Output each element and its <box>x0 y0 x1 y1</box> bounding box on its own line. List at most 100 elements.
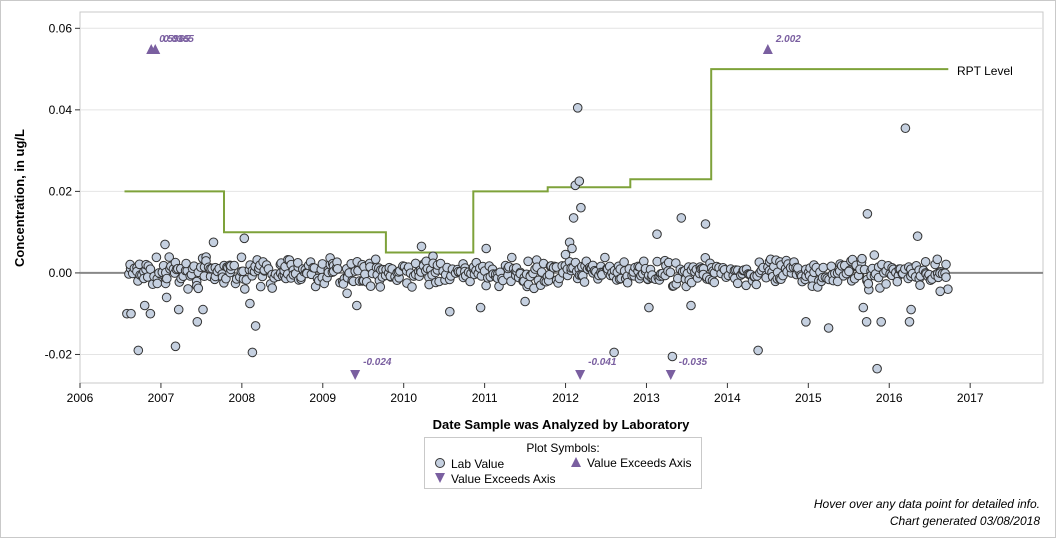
lab-value-point[interactable] <box>236 252 247 263</box>
lab-value-point[interactable] <box>342 288 352 299</box>
exceeds-axis-up-marker[interactable] <box>762 44 773 54</box>
legend-title: Plot Symbols: <box>526 441 600 455</box>
lab-value-point[interactable] <box>574 176 585 186</box>
lab-value-point[interactable] <box>229 260 239 271</box>
lab-value-point[interactable] <box>560 249 571 260</box>
lab-value-point[interactable] <box>709 277 720 288</box>
exceeds-axis-down-marker[interactable] <box>665 370 676 380</box>
lab-value-point[interactable] <box>823 323 834 333</box>
lab-value-point[interactable] <box>751 279 762 290</box>
lab-value-point[interactable] <box>183 284 193 294</box>
lab-value-point[interactable] <box>912 231 923 241</box>
lab-value-point[interactable] <box>900 123 911 133</box>
lab-value-point[interactable] <box>861 317 872 327</box>
lab-value-point[interactable] <box>572 103 583 113</box>
lab-value-point[interactable] <box>152 278 163 289</box>
lab-value-point[interactable] <box>935 286 946 297</box>
lab-value-point[interactable] <box>507 252 517 263</box>
lab-value-point[interactable] <box>904 317 915 327</box>
lab-value-point[interactable] <box>293 258 303 268</box>
exceeds-axis-up-marker[interactable] <box>150 44 161 54</box>
lab-value-point[interactable] <box>844 266 854 277</box>
lab-value-point[interactable] <box>198 304 208 315</box>
lab-value-point[interactable] <box>892 276 903 287</box>
lab-value-point[interactable] <box>732 278 743 289</box>
lab-value-point[interactable] <box>818 262 829 273</box>
lab-value-point[interactable] <box>857 253 867 264</box>
lab-value-point[interactable] <box>162 273 172 284</box>
lab-value-point[interactable] <box>160 239 170 250</box>
lab-value-point[interactable] <box>365 281 376 292</box>
lab-value-point[interactable] <box>481 243 492 254</box>
lab-value-point[interactable] <box>133 345 144 356</box>
lab-value-point[interactable] <box>250 321 261 331</box>
lab-value-point[interactable] <box>872 363 882 374</box>
lab-value-point[interactable] <box>247 347 258 358</box>
lab-value-point[interactable] <box>332 264 343 274</box>
lab-value-point[interactable] <box>609 347 619 358</box>
lab-value-point[interactable] <box>753 345 763 356</box>
lab-value-point[interactable] <box>920 257 931 267</box>
data-points[interactable] <box>122 103 953 374</box>
lab-value-point[interactable] <box>881 279 891 289</box>
lab-value-point[interactable] <box>520 296 530 307</box>
lab-value-point[interactable] <box>862 209 873 219</box>
lab-value-point[interactable] <box>906 304 916 315</box>
lab-value-point[interactable] <box>164 252 174 262</box>
lab-value-point[interactable] <box>876 317 887 327</box>
lab-value-point[interactable] <box>579 277 590 287</box>
lab-value-point[interactable] <box>801 317 811 327</box>
lab-value-point[interactable] <box>869 250 880 260</box>
lab-value-point[interactable] <box>941 259 951 270</box>
lab-value-point[interactable] <box>700 219 711 229</box>
lab-value-point[interactable] <box>170 341 181 352</box>
lab-value-point[interactable] <box>475 302 486 313</box>
lab-value-point[interactable] <box>208 237 219 248</box>
lab-value-point[interactable] <box>665 267 676 278</box>
lab-value-point[interactable] <box>523 256 533 267</box>
lab-value-point[interactable] <box>370 254 381 265</box>
lab-value-point[interactable] <box>267 283 278 293</box>
lab-value-point[interactable] <box>192 317 203 327</box>
lab-value-point[interactable] <box>567 243 577 254</box>
lab-value-point[interactable] <box>858 302 869 313</box>
exceed-value-label: 2.002 <box>775 34 801 45</box>
lab-value-point[interactable] <box>255 281 266 292</box>
lab-value-point[interactable] <box>644 302 654 313</box>
lab-value-point[interactable] <box>151 252 162 263</box>
exceeds-axis-down-marker[interactable] <box>350 370 361 380</box>
lab-value-point[interactable] <box>676 213 687 223</box>
lab-value-point[interactable] <box>239 233 250 244</box>
lab-value-point[interactable] <box>863 278 874 289</box>
lab-value-point[interactable] <box>622 277 633 288</box>
lab-value-point[interactable] <box>741 280 751 291</box>
lab-value-point[interactable] <box>832 276 843 287</box>
lab-value-point[interactable] <box>416 241 427 252</box>
lab-value-point[interactable] <box>245 298 255 309</box>
lab-value-point[interactable] <box>145 308 156 319</box>
lab-value-point[interactable] <box>173 304 184 315</box>
lab-value-point[interactable] <box>445 306 455 317</box>
exceeds-axis-down-marker[interactable] <box>575 370 586 380</box>
x-tick-label: 2013 <box>633 391 660 405</box>
lab-value-point[interactable] <box>352 300 362 311</box>
lab-value-point[interactable] <box>240 284 250 294</box>
lab-value-point[interactable] <box>600 252 610 263</box>
y-tick-label: 0.04 <box>49 103 73 117</box>
lab-value-point[interactable] <box>686 300 696 311</box>
lab-value-point[interactable] <box>407 282 417 292</box>
lab-value-point[interactable] <box>126 308 136 319</box>
lab-value-point[interactable] <box>932 254 943 265</box>
lab-value-point[interactable] <box>161 292 172 303</box>
lab-value-point[interactable] <box>481 280 491 291</box>
lab-value-point[interactable] <box>941 272 951 283</box>
lab-value-point[interactable] <box>576 202 586 213</box>
lab-value-point[interactable] <box>667 351 678 362</box>
lab-value-point[interactable] <box>568 213 579 223</box>
lab-value-point[interactable] <box>915 280 925 291</box>
lab-value-point[interactable] <box>652 229 662 239</box>
lab-value-point[interactable] <box>375 282 386 292</box>
lab-value-point[interactable] <box>139 300 150 311</box>
lab-value-point[interactable] <box>193 283 204 294</box>
